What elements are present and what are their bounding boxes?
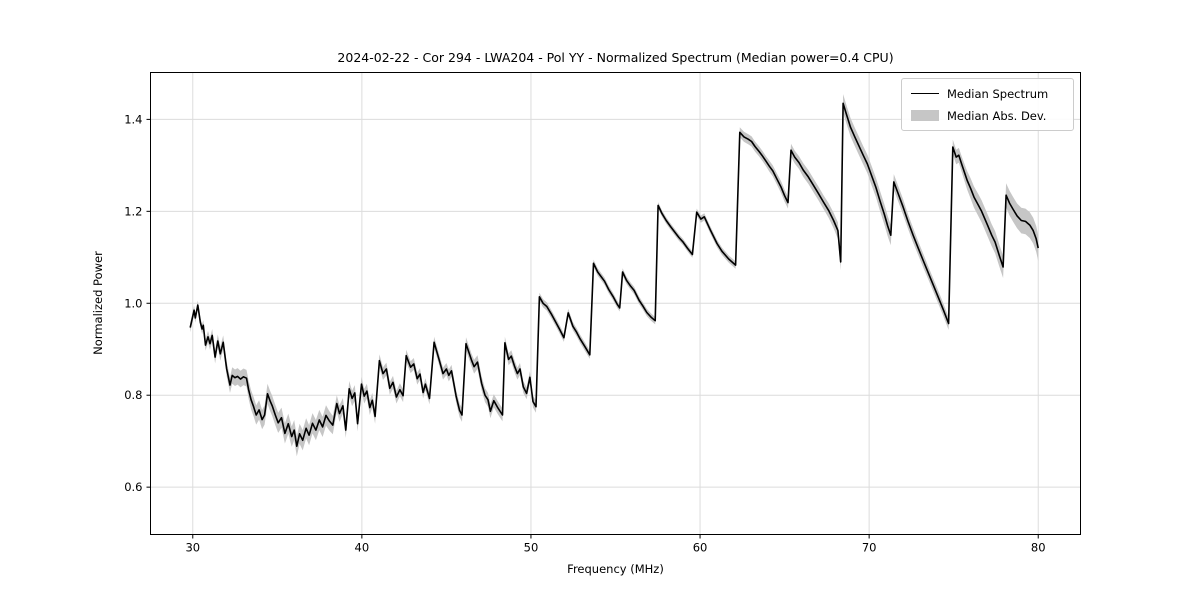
legend-patch-swatch-icon — [911, 110, 939, 121]
x-tick-label: 30 — [185, 541, 200, 555]
legend-item-median-abs-dev: Median Abs. Dev. — [911, 106, 1064, 125]
y-tick-label: 0.6 — [124, 480, 142, 494]
legend-line-swatch-icon — [911, 93, 939, 94]
x-tick-label: 80 — [1031, 541, 1046, 555]
legend-item-median-spectrum: Median Spectrum — [911, 84, 1064, 103]
legend-label-median-abs-dev: Median Abs. Dev. — [947, 108, 1047, 123]
y-tick-label: 1.4 — [124, 112, 142, 126]
x-axis-label: Frequency (MHz) — [567, 562, 664, 576]
y-tick-label: 1.2 — [124, 204, 142, 218]
x-tick-label: 50 — [524, 541, 539, 555]
chart-title: 2024-02-22 - Cor 294 - LWA204 - Pol YY -… — [337, 50, 894, 65]
legend: Median Spectrum Median Abs. Dev. — [901, 78, 1074, 131]
median-line — [189, 102, 1039, 448]
y-axis-label: Normalized Power — [91, 251, 105, 355]
x-tick-label: 40 — [355, 541, 370, 555]
x-tick-label: 60 — [693, 541, 708, 555]
mad-band — [190, 94, 1039, 457]
x-tick-label: 70 — [862, 541, 877, 555]
legend-label-median-spectrum: Median Spectrum — [947, 86, 1049, 101]
y-tick-label: 1.0 — [124, 296, 142, 310]
y-tick-label: 0.8 — [124, 388, 142, 402]
